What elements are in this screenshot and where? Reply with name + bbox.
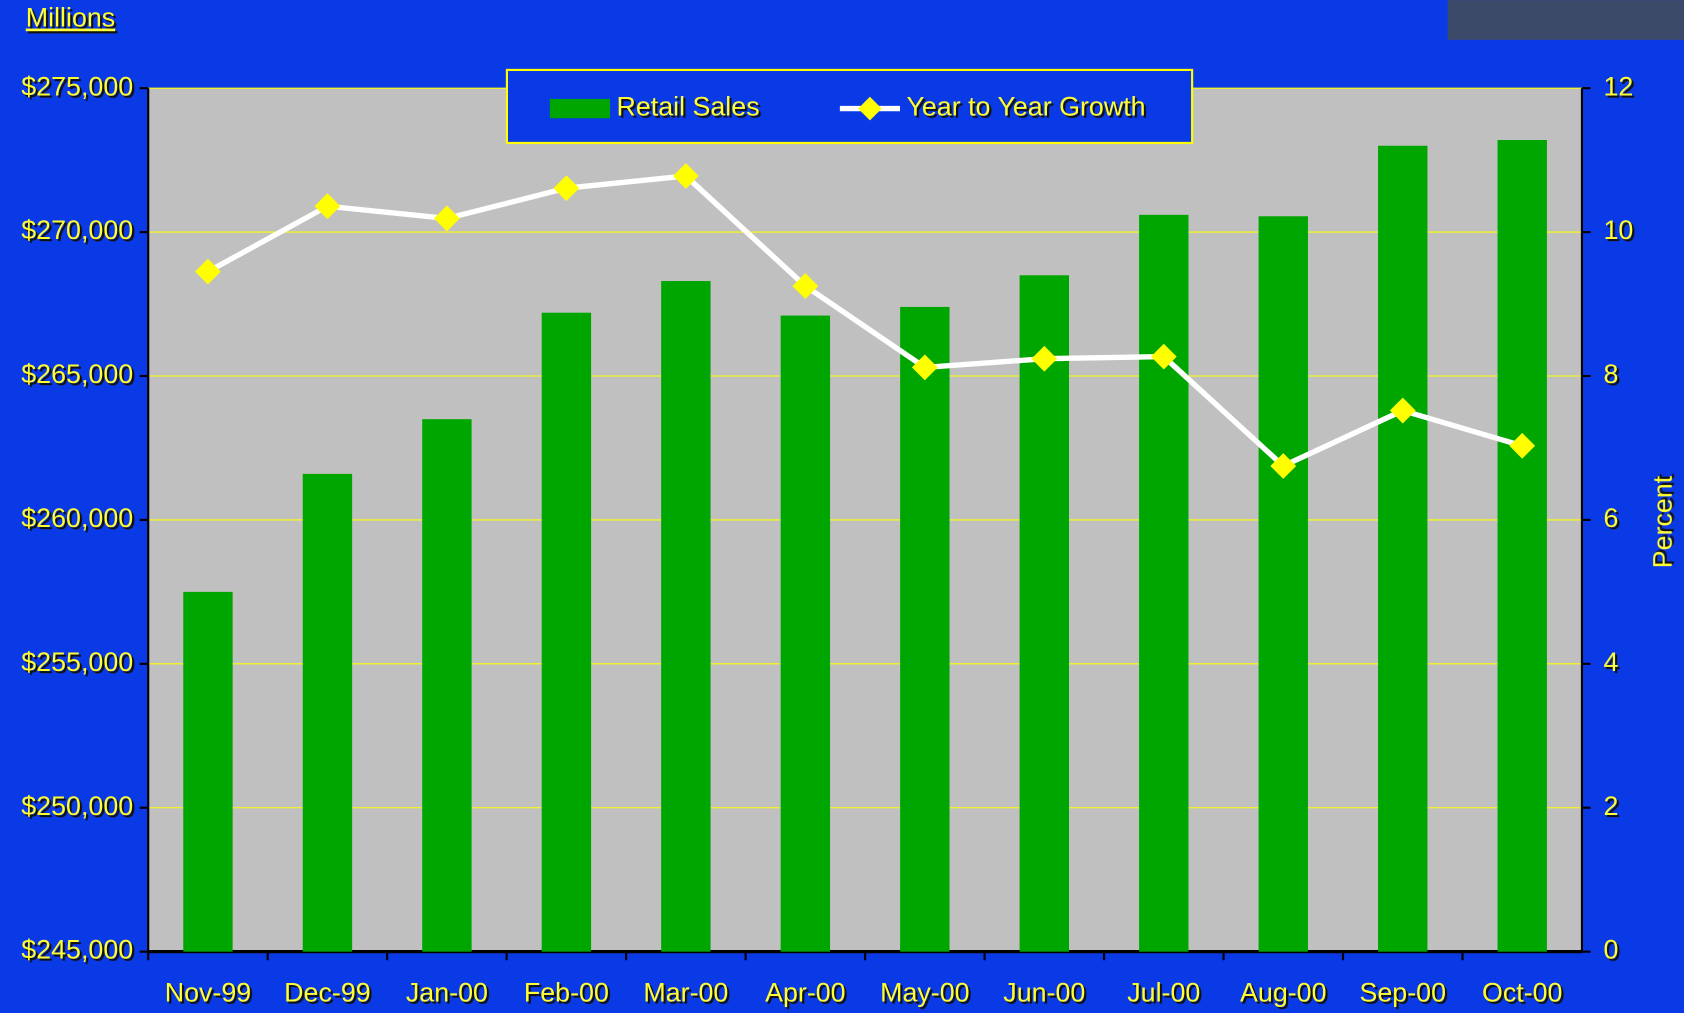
y-tick-label: $265,000 — [21, 359, 133, 389]
marker — [1031, 345, 1058, 372]
line — [206, 173, 1523, 470]
legend-label: Year to Year Growth — [906, 92, 1145, 122]
bar — [1019, 275, 1070, 952]
photo-fragment — [1447, 0, 1684, 40]
x-tick-label: Feb-00 — [524, 978, 609, 1008]
bar — [302, 473, 353, 952]
marker — [792, 273, 819, 299]
y2-axis-title: Percent — [1648, 475, 1678, 568]
bar — [1139, 214, 1189, 952]
y2-tick-label: 12 — [1603, 71, 1633, 101]
y2-tick-label: 8 — [1603, 359, 1618, 389]
bar — [661, 281, 711, 952]
x-tick-label: Jan-00 — [406, 978, 488, 1008]
bar — [1497, 139, 1547, 952]
y2-tick-label: 2 — [1603, 791, 1618, 821]
x-tick-label: Oct-00 — [1482, 978, 1563, 1008]
y-axis-title: Millions — [26, 3, 115, 33]
y2-tick-label: 0 — [1603, 935, 1618, 965]
marker — [672, 163, 699, 189]
marker — [911, 354, 938, 381]
y-tick-label: $260,000 — [21, 503, 133, 533]
x-tick-label: Aug-00 — [1240, 978, 1327, 1008]
y-tick-label: $250,000 — [21, 791, 133, 821]
y-tick-label: $245,000 — [21, 935, 133, 965]
y-tick-label: $255,000 — [21, 647, 133, 677]
marker — [553, 175, 580, 202]
legend-swatch — [549, 98, 611, 119]
bar — [900, 306, 950, 952]
y2-tick-label: 6 — [1603, 503, 1618, 533]
marker — [434, 205, 460, 232]
x-tick-label: Nov-99 — [165, 978, 251, 1008]
bar — [541, 312, 592, 952]
marker — [314, 193, 341, 220]
bar — [422, 419, 472, 952]
x-tick-label: Sep-00 — [1359, 978, 1446, 1008]
x-tick-label: Dec-99 — [284, 978, 370, 1008]
legend-label: Retail Sales — [616, 92, 759, 122]
x-tick-label: Jul-00 — [1127, 978, 1200, 1008]
bar — [1258, 216, 1308, 952]
x-tick-label: Mar-00 — [643, 978, 728, 1008]
y2-tick-label: 10 — [1603, 215, 1633, 245]
x-tick-label: May-00 — [880, 978, 969, 1008]
legend-marker — [858, 96, 882, 121]
marker — [195, 258, 221, 285]
bar — [183, 591, 233, 952]
bar — [780, 315, 831, 952]
x-tick-label: Jun-00 — [1003, 978, 1085, 1008]
x-tick-label: Apr-00 — [765, 978, 846, 1008]
y-tick-label: $270,000 — [21, 215, 133, 245]
y2-tick-label: 4 — [1603, 647, 1618, 677]
y-tick-label: $275,000 — [21, 71, 133, 101]
bar — [1378, 145, 1428, 952]
